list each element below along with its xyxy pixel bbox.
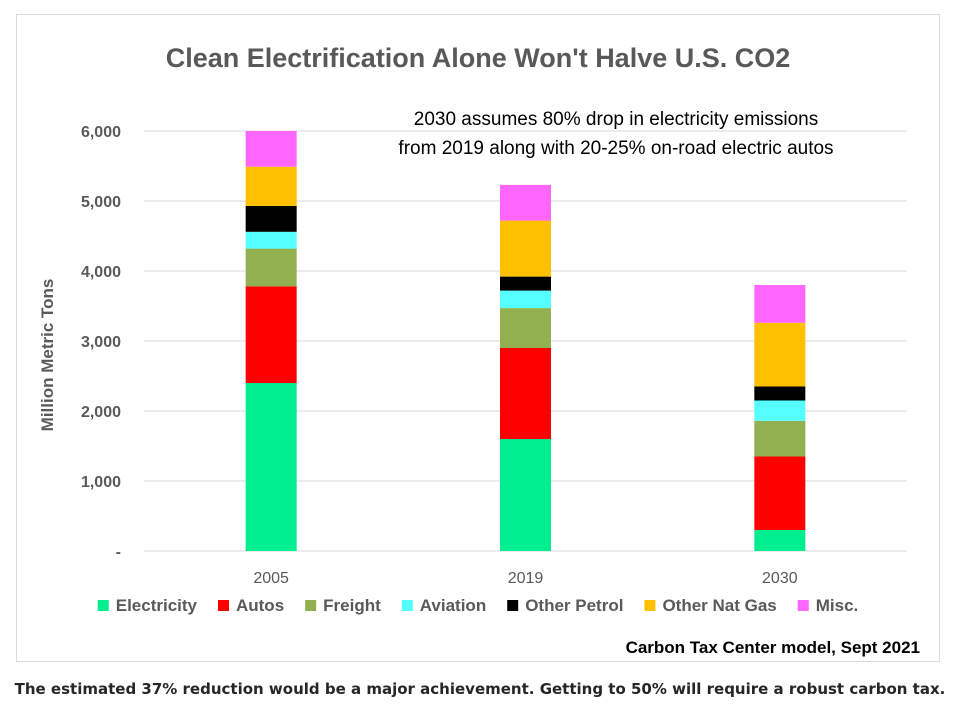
annotation-line-2: from 2019 along with 20-25% on-road elec… xyxy=(398,138,833,159)
legend-swatch xyxy=(97,600,109,611)
bar-segment xyxy=(245,248,297,287)
legend-swatch xyxy=(797,600,809,611)
y-tick-label: 2,000 xyxy=(81,404,121,421)
legend-swatch xyxy=(217,600,229,611)
bar-segment xyxy=(245,383,297,551)
bar-segment xyxy=(754,386,806,401)
bar-segment xyxy=(500,276,551,291)
annotation-line-1: 2030 assumes 80% drop in electricity emi… xyxy=(414,109,818,130)
bar-segment xyxy=(245,231,297,249)
y-tick-label: 4,000 xyxy=(81,264,121,281)
bar-segment xyxy=(754,322,806,387)
legend-swatch xyxy=(305,600,317,611)
y-axis-ticks: - 1,000 2,000 3,000 4,000 5,000 6,000 xyxy=(81,124,121,561)
legend-label: Other Petrol xyxy=(525,596,623,615)
bar-segment xyxy=(500,290,551,309)
y-tick-label: 1,000 xyxy=(81,474,121,491)
legend-label: Misc. xyxy=(816,596,859,615)
chart-title: Clean Electrification Alone Won't Halve … xyxy=(166,43,791,73)
bar-segment xyxy=(500,348,551,439)
legend-swatch xyxy=(507,600,519,611)
bar-segment xyxy=(245,166,297,206)
source-note: Carbon Tax Center model, Sept 2021 xyxy=(626,638,920,657)
legend-swatch xyxy=(401,600,413,611)
y-tick-label: 3,000 xyxy=(81,334,121,351)
caption: The estimated 37% reduction would be a m… xyxy=(14,680,946,698)
bar-segment xyxy=(754,420,806,457)
bar-segment xyxy=(754,456,806,530)
x-tick-label: 2019 xyxy=(508,570,544,587)
bar-segment xyxy=(500,308,551,348)
legend-swatch xyxy=(644,600,656,611)
legend-label: Other Nat Gas xyxy=(662,596,776,615)
x-axis-ticks: 2005 2019 2030 xyxy=(253,570,797,587)
bar-segment xyxy=(500,439,551,551)
stacked-bar-chart: Clean Electrification Alone Won't Halve … xyxy=(38,43,920,657)
legend-label: Autos xyxy=(236,596,284,615)
bar-segment xyxy=(754,400,806,421)
legend: Electricity Autos Freight Aviation Other Pet… xyxy=(97,596,859,615)
bars xyxy=(245,131,806,551)
bar-segment xyxy=(500,220,551,277)
bar-segment xyxy=(754,285,806,323)
x-tick-label: 2030 xyxy=(762,570,798,587)
y-axis-label: Million Metric Tons xyxy=(38,279,57,432)
bar-segment xyxy=(754,530,806,551)
legend-label: Freight xyxy=(323,596,381,615)
x-tick-label: 2005 xyxy=(253,570,289,587)
legend-label: Electricity xyxy=(116,596,198,615)
y-tick-label: 6,000 xyxy=(81,124,121,141)
bar-segment xyxy=(245,131,297,167)
bar-segment xyxy=(245,205,297,232)
y-tick-label: 5,000 xyxy=(81,194,121,211)
bar-segment xyxy=(245,286,297,383)
legend-label: Aviation xyxy=(420,596,486,615)
y-tick-label: - xyxy=(116,544,121,561)
chart-frame: Clean Electrification Alone Won't Halve … xyxy=(16,14,940,662)
bar-segment xyxy=(500,184,551,221)
